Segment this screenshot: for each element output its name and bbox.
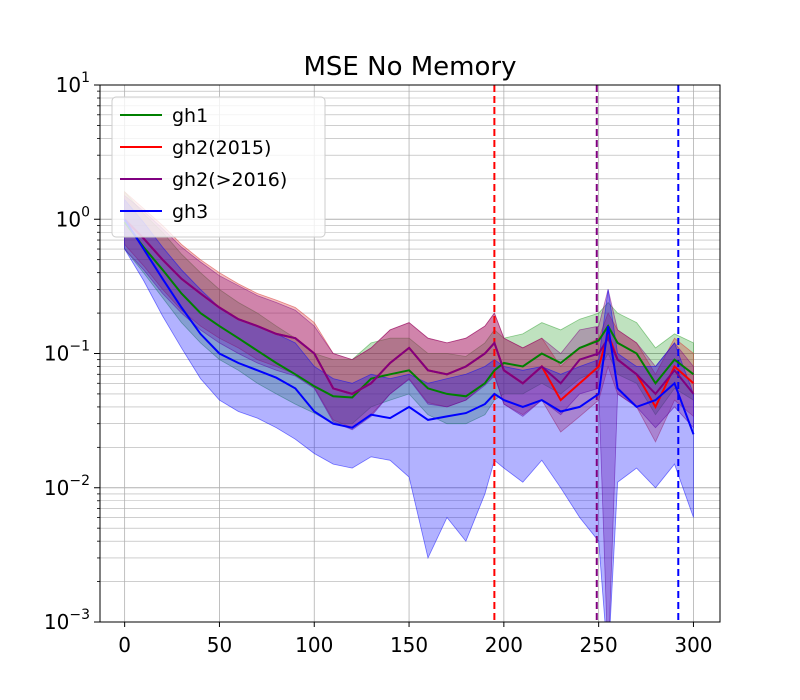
x-tick-label: 100 bbox=[295, 633, 333, 657]
y-tick-label: 100 bbox=[56, 204, 90, 231]
x-tick-label: 250 bbox=[580, 633, 618, 657]
chart-title: MSE No Memory bbox=[304, 52, 517, 82]
legend: gh1 gh2(2015) gh2(>2016) gh3 bbox=[111, 96, 326, 238]
x-tick-label: 300 bbox=[674, 633, 712, 657]
line-gh3 bbox=[123, 218, 695, 435]
legend-label-gh2(>2016): gh2(>2016) bbox=[172, 169, 287, 191]
y-tick-label: 10−1 bbox=[44, 339, 90, 366]
y-tick-label: 10−3 bbox=[44, 607, 90, 634]
y-tick-label: 10−2 bbox=[44, 473, 90, 500]
x-tick-label: 200 bbox=[485, 633, 523, 657]
band-gh3 bbox=[124, 198, 694, 622]
x-tick-label: 50 bbox=[207, 633, 232, 657]
legend-box bbox=[111, 96, 326, 238]
grid bbox=[100, 84, 720, 623]
x-tick-label: 150 bbox=[390, 633, 428, 657]
y-tick-label: 101 bbox=[56, 70, 90, 97]
line-gh1 bbox=[123, 221, 695, 399]
series-lines bbox=[123, 218, 695, 435]
legend-label-gh3: gh3 bbox=[172, 201, 208, 223]
x-tick-label: 0 bbox=[118, 633, 131, 657]
legend-label-gh1: gh1 bbox=[172, 105, 208, 127]
legend-label-gh2(2015): gh2(2015) bbox=[172, 137, 271, 159]
axes: 0 50 100 150 200 250 300 10−3 10−2 10−1 100 101 bbox=[44, 70, 721, 657]
